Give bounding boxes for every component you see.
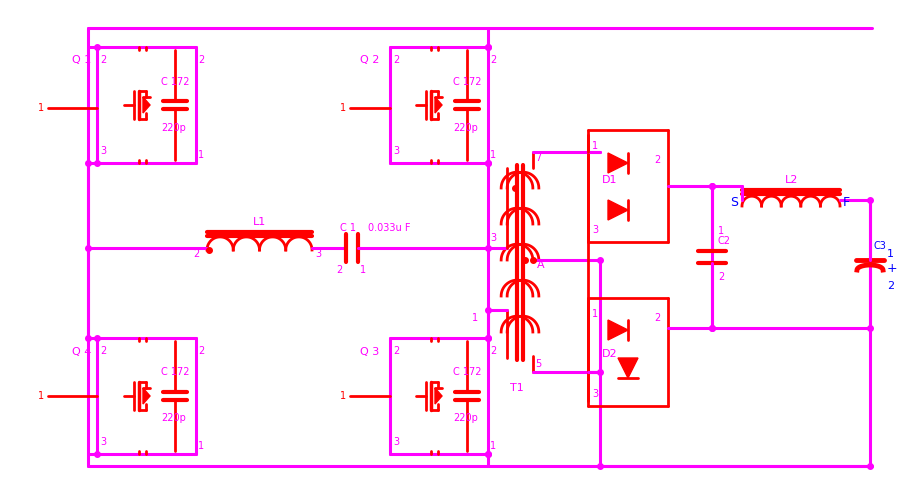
Text: T1: T1 [510, 383, 524, 393]
Text: 1: 1 [198, 441, 204, 451]
Text: 3: 3 [592, 389, 598, 399]
Text: 2: 2 [336, 265, 342, 275]
Text: Q 2: Q 2 [360, 55, 380, 65]
Text: 1: 1 [38, 391, 44, 401]
Text: 1: 1 [887, 249, 894, 259]
Text: 2: 2 [193, 249, 199, 259]
Polygon shape [608, 320, 628, 340]
Text: 0.033u F: 0.033u F [368, 223, 410, 233]
Text: 3: 3 [100, 437, 106, 447]
Text: 1: 1 [340, 103, 346, 113]
Text: 2: 2 [198, 55, 204, 65]
Text: Q 4: Q 4 [72, 347, 92, 357]
Text: C 172: C 172 [453, 367, 481, 377]
Text: 3: 3 [393, 146, 400, 156]
Text: L1: L1 [253, 217, 266, 227]
Text: 2: 2 [654, 313, 660, 323]
Text: 2: 2 [100, 55, 106, 65]
Text: C2: C2 [718, 236, 731, 246]
Polygon shape [143, 97, 150, 113]
Text: 1: 1 [340, 391, 346, 401]
Text: 2: 2 [490, 346, 497, 356]
Text: 220p: 220p [453, 123, 478, 133]
Text: 5: 5 [535, 359, 541, 369]
Text: 220p: 220p [161, 123, 186, 133]
Text: 2: 2 [887, 281, 894, 291]
Text: 220p: 220p [453, 413, 478, 423]
Text: C3: C3 [873, 241, 886, 251]
Text: 2: 2 [393, 55, 400, 65]
Text: 2: 2 [718, 272, 725, 282]
Text: 2: 2 [100, 346, 106, 356]
Polygon shape [608, 153, 628, 173]
Text: 1: 1 [592, 309, 598, 319]
Text: C 172: C 172 [161, 367, 190, 377]
Text: S: S [730, 196, 738, 209]
Text: 3: 3 [100, 146, 106, 156]
Text: +: + [887, 262, 898, 275]
Text: D2: D2 [602, 349, 617, 359]
Polygon shape [608, 200, 628, 220]
Text: 3: 3 [490, 233, 496, 243]
Polygon shape [435, 97, 442, 113]
Text: 1: 1 [360, 265, 366, 275]
Polygon shape [435, 388, 442, 404]
Polygon shape [618, 358, 638, 378]
Text: 1: 1 [38, 103, 44, 113]
Text: 1: 1 [198, 150, 204, 160]
Text: 3: 3 [393, 437, 400, 447]
Text: C 1: C 1 [340, 223, 356, 233]
Text: A: A [537, 260, 545, 270]
Text: L2: L2 [785, 175, 798, 185]
Polygon shape [143, 388, 150, 404]
Text: 220p: 220p [161, 413, 186, 423]
Text: F: F [843, 196, 850, 209]
Text: 1: 1 [490, 150, 496, 160]
Text: 1: 1 [718, 226, 724, 236]
Text: 1: 1 [592, 141, 598, 151]
Text: Q 1: Q 1 [72, 55, 91, 65]
Text: Q 3: Q 3 [360, 347, 380, 357]
Text: 1: 1 [490, 441, 496, 451]
Text: 2: 2 [490, 55, 497, 65]
Text: 2: 2 [198, 346, 204, 356]
Text: 2: 2 [393, 346, 400, 356]
Text: C 172: C 172 [161, 77, 190, 87]
Text: 3: 3 [315, 249, 321, 259]
Text: C 172: C 172 [453, 77, 481, 87]
Text: 7: 7 [535, 153, 541, 163]
Text: D1: D1 [602, 175, 617, 185]
Text: 3: 3 [592, 225, 598, 235]
Text: 2: 2 [654, 155, 660, 165]
Text: 1: 1 [472, 313, 479, 323]
